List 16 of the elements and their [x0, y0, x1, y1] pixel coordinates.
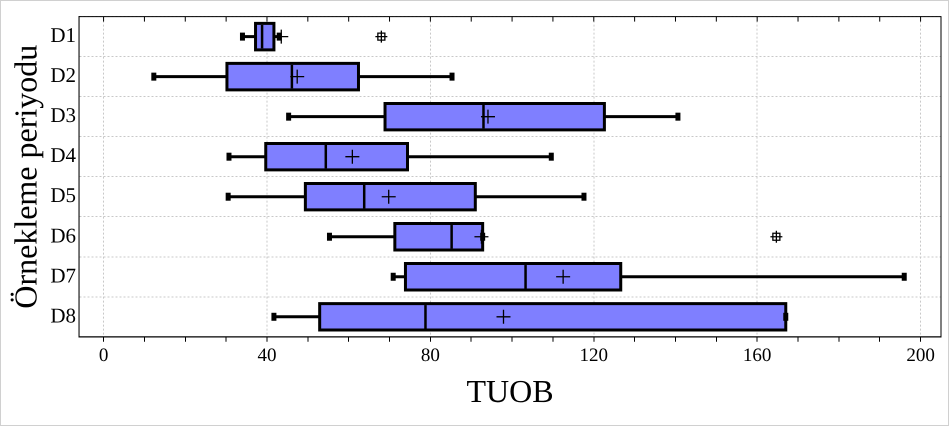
x-tick-label: 200: [906, 345, 935, 366]
y-tick-label: D4: [50, 143, 77, 168]
y-axis-title: Örnekleme periyodu: [8, 44, 44, 309]
x-tick-label: 80: [420, 345, 440, 366]
y-tick-label: D5: [50, 183, 76, 208]
x-tick-label: 0: [98, 345, 108, 366]
x-tick-label: 160: [742, 345, 772, 366]
y-tick-label: D2: [50, 63, 76, 88]
x-tick-label: 40: [257, 345, 276, 366]
y-tick-label: D3: [50, 103, 76, 128]
y-tick-label: D8: [50, 303, 76, 328]
x-axis-title: TUOB: [466, 373, 554, 410]
y-tick-label: D6: [50, 223, 76, 248]
y-tick-label: D7: [50, 263, 76, 288]
y-tick-label: D1: [50, 23, 76, 48]
x-tick-label: 120: [580, 345, 608, 366]
